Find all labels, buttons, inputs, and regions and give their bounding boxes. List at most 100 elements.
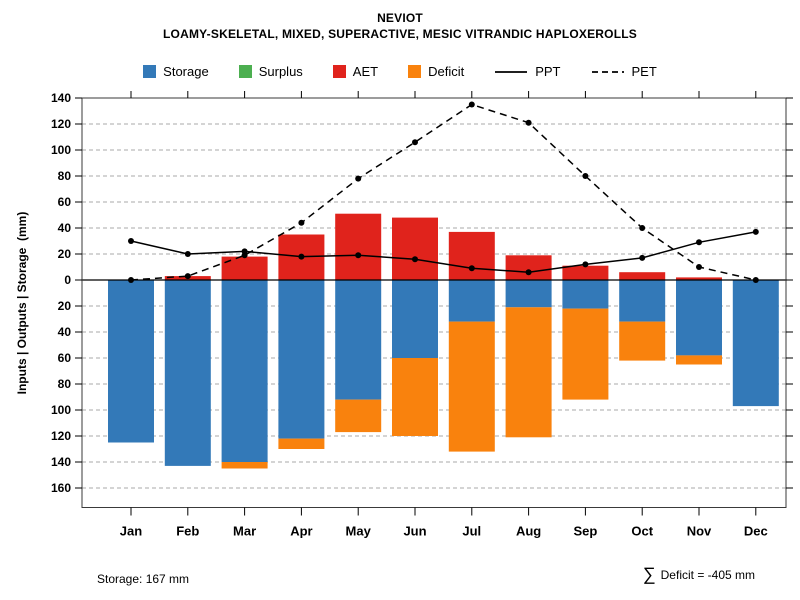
y-tick-label: 20 (58, 247, 72, 261)
pet-point-nov (696, 264, 702, 270)
month-label-mar: Mar (233, 524, 256, 539)
ppt-point-jul (468, 265, 475, 272)
pet-point-aug (525, 119, 532, 126)
y-tick-label: 20 (58, 299, 72, 313)
deficit-bar-nov (676, 355, 722, 365)
ppt-point-dec (752, 228, 759, 235)
y-tick-label: 160 (51, 481, 71, 495)
ppt-point-jan (128, 238, 134, 244)
legend-label-ppt: PPT (535, 64, 561, 79)
pet-point-jul (468, 101, 475, 108)
pet-line-icon (591, 71, 624, 73)
ppt-line-icon (495, 71, 528, 73)
deficit-bar-sep (562, 308, 609, 400)
storage-bar-may (335, 280, 382, 400)
aet-bar-aug (505, 255, 552, 280)
y-tick-label: 80 (58, 169, 72, 183)
legend-item-ppt: PPT (494, 64, 561, 79)
legend-label-surplus: Surplus (258, 64, 303, 79)
month-label-feb: Feb (176, 524, 199, 539)
deficit-swatch-icon (408, 65, 422, 78)
sigma-symbol: ∑ (642, 564, 656, 584)
y-tick-label: 120 (51, 429, 71, 443)
deficit-bar-jun (392, 358, 438, 436)
y-tick-label: 100 (51, 403, 71, 417)
month-label-apr: Apr (290, 524, 312, 539)
month-label-aug: Aug (516, 524, 541, 539)
deficit-total-label: ∑ Deficit = -405 mm (643, 564, 755, 585)
storage-bar-sep (562, 280, 609, 309)
aet-swatch-icon (332, 65, 346, 78)
ppt-point-feb (184, 251, 191, 257)
deficit-bar-aug (505, 307, 552, 438)
deficit-bar-may (335, 399, 382, 433)
storage-bar-jul (448, 280, 495, 322)
legend-label-storage: Storage (163, 64, 209, 79)
month-label-dec: Dec (744, 524, 768, 539)
deficit-bar-mar (221, 462, 268, 469)
chart-title: NEVIOT (377, 11, 423, 25)
deficit-bar-oct (619, 321, 666, 361)
pet-line (130, 103, 756, 281)
legend-item-aet: AET (332, 64, 378, 79)
month-label-sep: Sep (573, 524, 597, 539)
month-label-jun: Jun (403, 524, 426, 539)
surplus-swatch-icon (238, 65, 252, 78)
ppt-point-may (355, 252, 362, 259)
y-tick-label: 100 (51, 143, 71, 157)
deficit-bar-jul (448, 321, 495, 452)
month-label-oct: Oct (631, 524, 653, 539)
legend-label-deficit: Deficit (428, 64, 465, 79)
y-tick-label: 80 (58, 377, 72, 391)
storage-bar-aug (505, 280, 552, 308)
storage-bar-feb (164, 280, 211, 466)
aet-bar-nov (676, 277, 722, 280)
pet-point-feb (184, 273, 191, 280)
legend-item-surplus: Surplus (238, 64, 303, 79)
chart-layers: 140 120 100 80 60 40 20 0 20 40 60 80 100 120 140 160 Ja… (51, 91, 793, 539)
storage-bar-apr (278, 280, 325, 439)
aet-bar-jun (392, 217, 438, 280)
aet-bar-jul (448, 231, 495, 280)
ppt-point-oct (639, 254, 646, 261)
plot-frame (81, 97, 787, 508)
y-tick-label: 140 (51, 455, 71, 469)
pet-point-sep (582, 173, 589, 179)
month-label-jul: Jul (462, 524, 481, 539)
y-tick-label: 0 (64, 273, 71, 287)
y-tick-label: 120 (51, 117, 71, 131)
y-tick-label: 40 (58, 325, 72, 339)
ppt-line (130, 231, 756, 273)
pet-point-dec (752, 277, 759, 283)
month-label-nov: Nov (687, 524, 712, 539)
storage-swatch-icon (143, 65, 157, 78)
ppt-point-jun (412, 256, 418, 263)
ppt-point-aug (525, 269, 532, 276)
storage-bar-mar (221, 280, 268, 462)
aet-bar-mar (221, 256, 268, 280)
aet-bar-sep (562, 265, 609, 280)
deficit-bar-apr (278, 438, 325, 449)
legend-label-pet: PET (631, 64, 657, 79)
y-tick-label: 60 (58, 351, 72, 365)
pet-point-apr (298, 219, 305, 226)
ppt-point-apr (298, 253, 305, 260)
storage-bar-oct (619, 280, 666, 322)
pet-point-mar (241, 252, 248, 259)
y-axis-title: Inputs | Outputs | Storage (mm) (15, 212, 29, 395)
aet-bar-may (335, 213, 382, 280)
legend-item-deficit: Deficit (408, 64, 464, 79)
legend-item-pet: PET (591, 64, 657, 79)
storage-bar-dec (732, 280, 779, 407)
aet-bar-oct (619, 272, 666, 280)
pet-point-jan (128, 277, 134, 283)
storage-capacity-label: Storage: 167 mm (97, 572, 190, 586)
chart-legend: Storage Surplus AET Deficit PPT PET (0, 64, 800, 79)
month-label-may: May (346, 524, 372, 539)
legend-item-storage: Storage (143, 64, 209, 79)
storage-bar-jun (392, 280, 438, 358)
deficit-total-text: Deficit = -405 mm (660, 567, 755, 582)
y-tick-label: 140 (51, 91, 71, 105)
ppt-point-nov (696, 239, 702, 246)
